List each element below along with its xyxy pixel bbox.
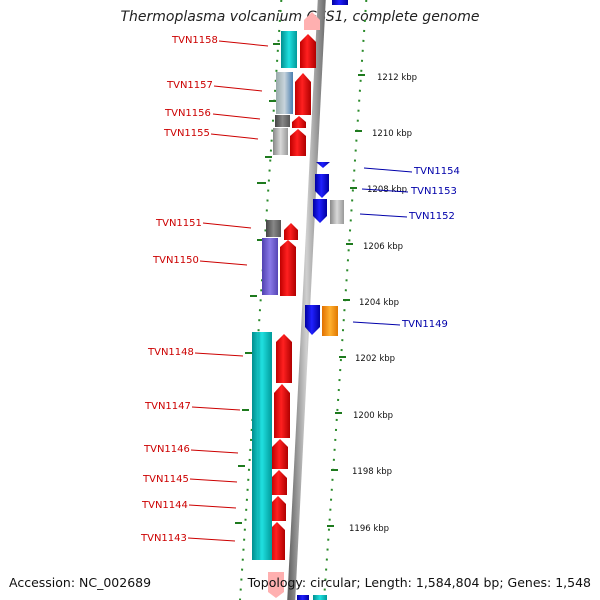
reverse-gene-arrow[interactable]	[313, 199, 327, 223]
forward-track-outer-boundary	[239, 0, 283, 600]
leader-line	[188, 504, 237, 509]
reverse-track-outer-boundary	[323, 0, 368, 600]
gene-label[interactable]: TVN1148	[147, 347, 194, 358]
kbp-label: 1206 kbp	[363, 242, 403, 252]
leader-line	[213, 85, 263, 92]
gene-label[interactable]: TVN1158	[171, 35, 218, 46]
forward-gene-arrow[interactable]	[300, 34, 316, 68]
genome-backbone	[287, 0, 326, 600]
leader-line	[191, 406, 241, 411]
feature-box[interactable]	[281, 31, 297, 68]
kbp-label: 1202 kbp	[355, 354, 395, 364]
gene-label[interactable]: TVN1147	[144, 401, 191, 412]
page-title: Thermoplasma volcanium GSS1, complete ge…	[120, 9, 480, 25]
reverse-gene-partial[interactable]	[313, 595, 327, 600]
forward-gene-arrow[interactable]	[304, 12, 320, 30]
reverse-gene-partial[interactable]	[332, 0, 348, 5]
gene-label[interactable]: TVN1143	[140, 533, 187, 544]
forward-gene-arrow[interactable]	[271, 470, 287, 495]
feature-box[interactable]	[330, 200, 344, 224]
gene-label[interactable]: TVN1153	[410, 186, 457, 197]
kbp-label: 1198 kbp	[352, 467, 392, 477]
reverse-gene-arrow[interactable]	[305, 305, 320, 335]
gene-label[interactable]: TVN1155	[163, 128, 210, 139]
forward-label-leaders	[187, 40, 269, 542]
leader-line	[361, 188, 409, 193]
forward-gene-arrow[interactable]	[295, 73, 311, 115]
leader-line	[363, 167, 413, 173]
gene-label[interactable]: TVN1149	[401, 319, 448, 330]
forward-gene-arrow[interactable]	[290, 129, 306, 156]
kbp-labels: 1212 kbp 1210 kbp 1208 kbp 1206 kbp 1204…	[349, 73, 417, 534]
kbp-label: 1196 kbp	[349, 524, 389, 534]
reverse-gene-arrow[interactable]	[316, 162, 330, 168]
forward-gene-partial[interactable]	[268, 572, 284, 598]
gene-label[interactable]: TVN1156	[164, 108, 211, 119]
scale-ticks	[235, 43, 365, 527]
topology-text: Topology: circular; Length: 1,584,804 bp…	[247, 575, 591, 590]
forward-gene-arrow[interactable]	[292, 116, 306, 128]
leader-line	[199, 260, 248, 266]
gene-label[interactable]: TVN1152	[408, 211, 455, 222]
gene-label[interactable]: TVN1146	[143, 444, 190, 455]
gene-label[interactable]: TVN1150	[152, 255, 199, 266]
leader-line	[359, 213, 408, 218]
feature-box[interactable]	[266, 220, 281, 237]
accession-text: Accession: NC_002689	[9, 575, 152, 590]
feature-box[interactable]	[273, 128, 288, 155]
feature-box[interactable]	[275, 115, 290, 127]
gene-label[interactable]: TVN1157	[166, 80, 213, 91]
feature-box[interactable]	[252, 332, 272, 560]
gene-label[interactable]: TVN1151	[155, 218, 202, 229]
forward-gene-arrow[interactable]	[276, 334, 292, 383]
reverse-label-leaders	[352, 167, 413, 326]
reverse-gene-partial[interactable]	[297, 595, 309, 600]
leader-line	[212, 113, 261, 120]
feature-box[interactable]	[262, 238, 278, 295]
kbp-label: 1200 kbp	[353, 411, 393, 421]
leader-line	[352, 321, 401, 326]
leader-line	[194, 352, 244, 357]
kbp-label: 1204 kbp	[359, 298, 399, 308]
leader-line	[218, 40, 269, 47]
reverse-gene-arrow[interactable]	[315, 174, 329, 198]
gene-label[interactable]: TVN1154	[413, 166, 460, 177]
leader-line	[187, 537, 236, 542]
forward-genes	[252, 12, 320, 560]
reverse-gene-labels: TVN1154 TVN1153 TVN1152 TVN1149	[401, 166, 460, 330]
track-boundaries	[239, 0, 368, 600]
leader-line	[202, 222, 252, 229]
forward-gene-arrow[interactable]	[269, 522, 285, 560]
forward-gene-arrow[interactable]	[280, 240, 296, 296]
kbp-label: 1210 kbp	[372, 129, 412, 139]
forward-gene-arrow[interactable]	[272, 439, 288, 469]
forward-gene-arrow[interactable]	[270, 496, 286, 521]
forward-gene-labels: TVN1158 TVN1157 TVN1156 TVN1155 TVN1151 …	[140, 35, 218, 544]
feature-box[interactable]	[322, 306, 338, 336]
leader-line	[210, 133, 259, 140]
forward-gene-arrow[interactable]	[284, 223, 298, 240]
leader-line	[190, 449, 239, 454]
kbp-label: 1208 kbp	[367, 185, 407, 195]
gene-label[interactable]: TVN1145	[142, 474, 189, 485]
gene-label[interactable]: TVN1144	[141, 500, 188, 511]
feature-box[interactable]	[276, 72, 293, 114]
reverse-genes	[305, 162, 344, 336]
leader-line	[189, 478, 238, 483]
kbp-label: 1212 kbp	[377, 73, 417, 83]
forward-gene-arrow[interactable]	[274, 384, 290, 438]
